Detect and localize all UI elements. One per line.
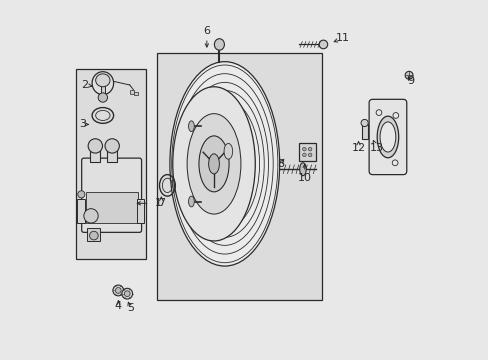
Text: 7: 7 bbox=[158, 198, 164, 208]
Text: 3: 3 bbox=[79, 120, 86, 129]
Ellipse shape bbox=[302, 153, 305, 157]
Bar bbox=[101, 85, 105, 95]
Text: 9: 9 bbox=[407, 76, 414, 86]
Bar bbox=[76, 69, 145, 259]
Ellipse shape bbox=[188, 121, 194, 132]
Ellipse shape bbox=[392, 113, 398, 118]
Ellipse shape bbox=[188, 196, 194, 207]
Ellipse shape bbox=[299, 163, 305, 176]
Ellipse shape bbox=[391, 160, 397, 166]
Ellipse shape bbox=[308, 147, 311, 151]
Text: 13: 13 bbox=[369, 143, 383, 153]
Ellipse shape bbox=[105, 139, 119, 153]
Bar bbox=[361, 125, 367, 139]
Ellipse shape bbox=[89, 231, 98, 240]
Bar bbox=[90, 148, 100, 162]
Text: 8: 8 bbox=[276, 159, 284, 169]
Text: 10: 10 bbox=[297, 173, 311, 183]
FancyBboxPatch shape bbox=[81, 158, 142, 232]
Bar bbox=[156, 53, 321, 300]
Ellipse shape bbox=[360, 120, 367, 127]
Ellipse shape bbox=[376, 116, 398, 158]
Text: 12: 12 bbox=[351, 143, 365, 153]
Ellipse shape bbox=[375, 110, 381, 116]
Bar bbox=[87, 228, 100, 241]
Ellipse shape bbox=[172, 87, 255, 241]
Ellipse shape bbox=[319, 40, 327, 49]
Text: 2: 2 bbox=[81, 80, 88, 90]
Ellipse shape bbox=[124, 291, 130, 297]
Text: 6: 6 bbox=[203, 26, 210, 36]
Ellipse shape bbox=[405, 71, 412, 79]
Text: 4: 4 bbox=[115, 301, 122, 311]
Ellipse shape bbox=[187, 114, 241, 214]
Ellipse shape bbox=[208, 154, 219, 174]
FancyBboxPatch shape bbox=[368, 99, 406, 175]
Bar bbox=[130, 90, 134, 94]
Ellipse shape bbox=[214, 39, 224, 50]
Bar bbox=[77, 199, 85, 223]
Ellipse shape bbox=[115, 288, 121, 293]
Bar bbox=[298, 143, 315, 161]
Bar bbox=[136, 199, 143, 223]
Ellipse shape bbox=[92, 72, 113, 95]
Ellipse shape bbox=[308, 153, 311, 157]
Ellipse shape bbox=[88, 139, 102, 153]
Ellipse shape bbox=[96, 74, 110, 87]
Ellipse shape bbox=[122, 288, 132, 299]
Ellipse shape bbox=[379, 122, 395, 152]
Bar bbox=[85, 192, 137, 223]
Ellipse shape bbox=[98, 93, 107, 102]
Ellipse shape bbox=[302, 147, 305, 151]
Ellipse shape bbox=[113, 285, 123, 296]
Text: 1: 1 bbox=[155, 198, 162, 208]
Text: 11: 11 bbox=[335, 33, 349, 43]
Bar bbox=[133, 92, 138, 95]
Ellipse shape bbox=[199, 136, 228, 192]
Ellipse shape bbox=[224, 143, 232, 159]
Ellipse shape bbox=[83, 209, 98, 223]
Bar bbox=[107, 148, 117, 162]
Ellipse shape bbox=[78, 191, 85, 198]
Ellipse shape bbox=[169, 62, 279, 266]
Text: 5: 5 bbox=[127, 303, 134, 313]
